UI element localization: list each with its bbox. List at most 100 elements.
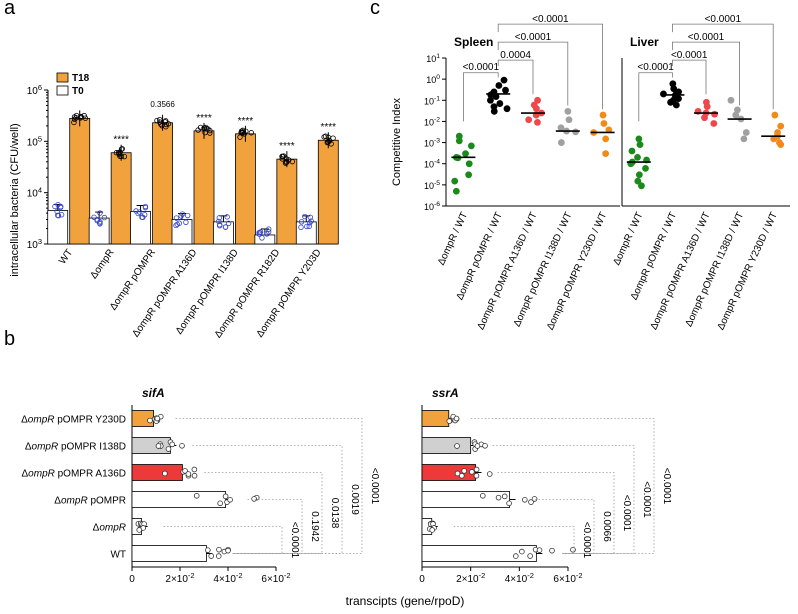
- hbar-point: [522, 497, 528, 503]
- pvalue-bracket: [204, 472, 323, 554]
- scatter-point: [492, 93, 500, 100]
- scatter-point: [777, 141, 785, 149]
- scatter-point: [565, 116, 573, 124]
- scatter-point: [532, 105, 540, 113]
- pvalue-label: <0.0001: [581, 522, 592, 559]
- point-t0: [222, 224, 229, 230]
- hbar-point: [251, 496, 257, 502]
- bar-t18: [235, 133, 256, 245]
- category-label: WT: [110, 550, 126, 561]
- category-label: ΔompR / WT: [611, 211, 645, 268]
- hbar-point: [454, 443, 460, 449]
- scatter-point: [487, 96, 494, 104]
- scatter-point: [455, 132, 463, 140]
- point-t0: [307, 214, 314, 220]
- panel-c-ytick-label: 101: [426, 53, 440, 64]
- panel-a-ytick-label: 103: [27, 237, 42, 251]
- panel-c-ytick-label: 10-5: [424, 180, 440, 191]
- scatter-point: [703, 103, 711, 111]
- category-label: ΔompR pOMPR Y230D / WT: [716, 211, 780, 332]
- scatter-point: [503, 105, 511, 113]
- scatter-point: [628, 147, 636, 155]
- hbar-point: [486, 471, 493, 477]
- hbar-point: [191, 466, 198, 473]
- scatter-point: [727, 96, 735, 104]
- panel-a-ytick-label: 104: [27, 186, 42, 200]
- hbar-point: [179, 443, 185, 449]
- legend-swatch-t0: [56, 85, 69, 96]
- scatter-point: [451, 177, 459, 185]
- hbar-point: [446, 418, 453, 424]
- scatter-point: [667, 98, 674, 106]
- hbar-point: [429, 527, 435, 533]
- panel-c-title: Spleen: [454, 35, 493, 49]
- point-t0: [142, 204, 149, 211]
- panel-c-ytick-label: 10-2: [424, 116, 440, 127]
- category-label: ΔompR: [93, 523, 126, 534]
- comparison-bracket: [463, 72, 499, 122]
- point-t0: [183, 219, 189, 226]
- scatter-point: [452, 187, 460, 195]
- hbar-point: [474, 443, 481, 449]
- scatter-point: [670, 85, 678, 93]
- panel-b-xtick-label: 0: [129, 574, 135, 585]
- hbar-point: [531, 496, 538, 502]
- point-t0: [298, 219, 305, 225]
- panel-b-xtick-label: 4×10-2: [505, 571, 534, 585]
- hbar-point: [225, 547, 231, 554]
- scatter-point: [602, 150, 610, 158]
- hbar: [131, 464, 183, 481]
- scatter-point: [635, 135, 643, 143]
- scatter-point: [770, 135, 778, 143]
- comparison-bracket: [497, 41, 569, 106]
- hbar: [131, 491, 226, 508]
- panel-b-xtick-label: 6×10-2: [553, 571, 582, 585]
- comparison-bracket: [497, 59, 534, 95]
- bar-t18: [193, 130, 215, 245]
- pvalue-label: 0.1942: [309, 511, 320, 542]
- hbar-point: [169, 441, 175, 448]
- hbar-point: [191, 472, 198, 479]
- panel-a-ytick-label: 106: [27, 83, 42, 97]
- bar-t18: [152, 122, 173, 245]
- panel-label-b: b: [4, 328, 15, 350]
- panel-b-xtick-label: 2×10-2: [165, 571, 194, 585]
- point-t18: [248, 130, 255, 136]
- point-t0: [225, 220, 232, 227]
- point-t18: [207, 127, 213, 134]
- panel-c-ytick-label: 10-4: [424, 159, 440, 170]
- category-label: ΔompR pOMPR A136D: [21, 469, 126, 480]
- point-t18: [322, 133, 329, 139]
- scatter-point: [733, 106, 741, 114]
- point-t18: [280, 153, 286, 160]
- hbar-point: [549, 547, 555, 554]
- pvalue-label: 0.0138: [329, 498, 340, 529]
- scatter-point: [634, 177, 642, 185]
- point-t0: [224, 214, 230, 220]
- panel-a-ylabel: intracellular bacteria (CFU/well): [9, 123, 21, 276]
- point-t18: [238, 129, 244, 136]
- hbar-point: [453, 415, 460, 422]
- panel-b-xtick-label: 6×10-2: [261, 571, 290, 585]
- bar-t18: [276, 158, 298, 245]
- point-t0: [97, 210, 103, 216]
- hbar-point: [147, 417, 153, 424]
- pvalue-bracket: [453, 526, 575, 554]
- point-t0: [136, 209, 143, 215]
- hbar-point: [461, 468, 467, 474]
- hbar-point: [216, 546, 222, 553]
- scatter-point: [534, 118, 541, 126]
- hbar-point: [519, 548, 525, 555]
- significance-label: ****: [238, 116, 254, 127]
- panel-b-chart: transcipts (gene/rpoD) sifA 0 2×10-2 4×10-2…: [21, 386, 672, 608]
- point-t18: [162, 119, 168, 125]
- scatter-point: [710, 120, 718, 127]
- legend-label-t18: T18: [72, 73, 90, 84]
- point-t18: [330, 135, 336, 141]
- hbar: [421, 545, 537, 562]
- scatter-point: [602, 135, 610, 143]
- point-t0: [307, 220, 313, 226]
- point-t18: [113, 150, 120, 156]
- hbar-point: [528, 499, 534, 505]
- scatter-point: [525, 116, 533, 124]
